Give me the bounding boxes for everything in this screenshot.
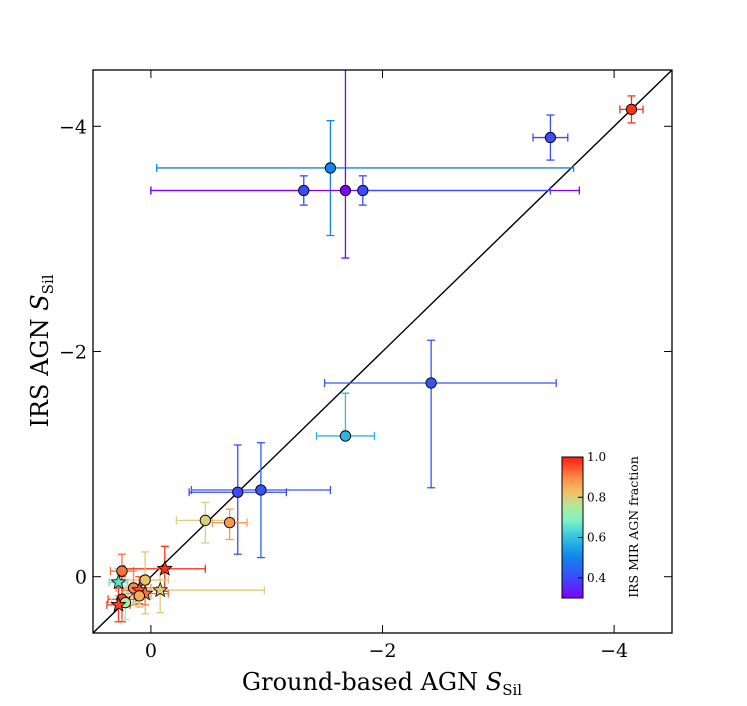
y-axis-label-symbol: S <box>26 294 54 310</box>
x-tick-label: −2 <box>368 640 396 662</box>
error-bars <box>156 120 575 237</box>
x-axis-label-symbol: S <box>486 668 502 696</box>
error-bars <box>358 175 552 206</box>
y-tick-label: 0 <box>75 567 87 589</box>
one-to-one-line <box>93 70 672 633</box>
x-axis-title: Ground-based AGN SSil <box>242 668 522 699</box>
data-point <box>324 162 337 174</box>
data-point <box>116 565 128 577</box>
data-point-star <box>110 596 127 612</box>
data-point <box>625 103 638 116</box>
data-point <box>255 484 267 496</box>
y-tick-label: −4 <box>59 116 87 138</box>
error-bars <box>323 339 557 489</box>
data-point <box>223 517 236 529</box>
data-point <box>339 184 352 197</box>
x-tick-label: 0 <box>145 640 157 662</box>
data-point <box>199 514 211 527</box>
x-axis-label-text: Ground-based AGN <box>242 668 478 696</box>
colorbar-tick-label: 1.0 <box>587 450 606 464</box>
data-point <box>339 430 352 442</box>
data-point-star <box>156 560 173 576</box>
colorbar-ticks: 0.4 0.6 0.8 1.0 <box>578 450 606 585</box>
colorbar-tick-label: 0.6 <box>587 531 606 545</box>
y-axis-label-subscript: Sil <box>39 274 57 294</box>
data-point <box>232 486 244 498</box>
axis-ticks: 0 −2 −4 0 −2 −4 <box>59 70 672 662</box>
data-point <box>544 131 557 144</box>
y-tick-label: −2 <box>59 342 87 364</box>
colorbar-tick-label: 0.8 <box>587 490 606 504</box>
x-axis-label-subscript: Sil <box>502 681 522 699</box>
x-tick-label: −4 <box>600 640 628 662</box>
data-point <box>425 377 437 389</box>
colorbar-bar <box>561 456 584 599</box>
data-point-star <box>151 581 169 598</box>
data-point-star <box>110 573 127 590</box>
data-point <box>298 184 310 197</box>
colorbar-tick-label: 0.4 <box>587 571 606 585</box>
colorbar: 0.4 0.6 0.8 1.0 IRS MIR AGN fraction <box>561 450 641 599</box>
colorbar-label: IRS MIR AGN fraction <box>626 456 641 598</box>
plot-area <box>93 70 672 633</box>
y-axis-title: IRS AGN SSil <box>26 274 57 427</box>
y-axis-label-text: IRS AGN <box>26 318 54 427</box>
data-point <box>133 590 145 602</box>
data-point <box>357 184 369 197</box>
data-point <box>139 574 151 586</box>
